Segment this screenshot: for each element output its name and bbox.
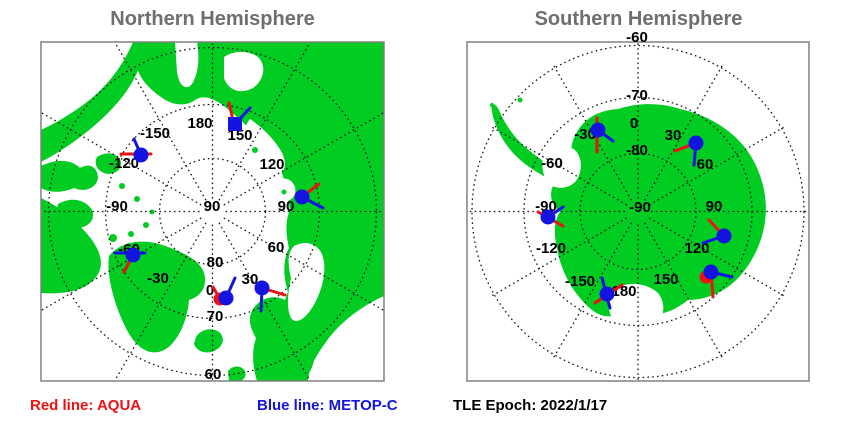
satellite-dot	[599, 286, 615, 302]
northern-land	[41, 42, 384, 381]
land-alaska	[41, 42, 141, 162]
sea-laptev	[244, 119, 285, 175]
northern-graticule	[41, 42, 384, 381]
graticule-label: -150	[140, 125, 170, 142]
graticule-label: -80	[626, 142, 648, 159]
graticule-label: 80	[207, 254, 224, 271]
meridian-line	[490, 125, 628, 206]
meridian-line	[643, 63, 724, 201]
graticule-label: -120	[536, 240, 566, 257]
land-british-isles	[228, 366, 246, 381]
satellite-dot	[125, 247, 141, 263]
graticule-label: 90	[706, 198, 723, 215]
satellite-dot	[254, 280, 270, 296]
northern-map: 1801501209060300-30-60-90-120-1509080706…	[40, 41, 385, 383]
latitude-circle	[47, 46, 378, 377]
northern-map-frame	[40, 41, 385, 382]
graticule-label: 90	[204, 198, 221, 215]
legend-metop-c: Blue line: METOP-C	[257, 397, 398, 414]
meridian-line	[648, 125, 786, 206]
graticule-label: 180	[187, 115, 212, 132]
legend-tle-epoch: TLE Epoch: 2022/1/17	[453, 397, 608, 414]
island-speck	[252, 147, 258, 153]
satellite-dot	[218, 290, 234, 306]
southern-map: 0306090120150180-150-120-90-60-30-90-80-…	[466, 29, 810, 382]
graticule-label: -60	[626, 29, 648, 46]
sea-east-siberian	[224, 51, 264, 92]
island-speck	[109, 234, 117, 242]
satellite-dot	[294, 189, 310, 205]
graticule-label: 90	[278, 198, 295, 215]
meridian-line	[643, 222, 724, 360]
graticule-label: 0	[206, 282, 214, 299]
graticule-label: -30	[574, 126, 596, 143]
satellite-dot	[716, 228, 732, 244]
satellite-dot	[540, 209, 556, 225]
island-speck	[128, 231, 134, 237]
graticule-label: -70	[626, 87, 648, 104]
graticule-label: 60	[697, 156, 714, 173]
graticule-label: -120	[109, 155, 139, 172]
latitude-circle	[471, 44, 805, 379]
satellite-dot	[133, 147, 149, 163]
sea-weddell	[542, 145, 581, 188]
island-speck	[134, 196, 140, 202]
land-greenland	[108, 241, 206, 353]
southern-hemisphere-title: Southern Hemisphere	[534, 8, 743, 30]
graticule-label: 60	[268, 239, 285, 256]
satellite-dot	[688, 135, 704, 151]
island-speck	[143, 222, 149, 228]
latitude-circle	[104, 103, 321, 320]
graticule-label: 150	[227, 127, 252, 144]
graticule-label: 60	[205, 366, 222, 383]
graticule-label: 150	[653, 271, 678, 288]
graticule-label: -60	[541, 155, 563, 172]
island-speck	[119, 183, 125, 189]
meridian-line	[552, 222, 633, 360]
sea-white-sea	[287, 242, 325, 322]
graticule-label: 120	[259, 156, 284, 173]
northern-satellite-markers	[113, 101, 325, 313]
sea-ross	[608, 283, 664, 334]
graticule-label: 30	[242, 271, 259, 288]
island-speck	[281, 189, 287, 195]
meridian-line	[552, 63, 633, 201]
satellite-dot	[590, 122, 606, 138]
satellite-dot	[228, 117, 242, 131]
graticule-label: -90	[629, 199, 651, 216]
island-speck	[517, 97, 523, 103]
land-arctic-islands	[41, 160, 98, 192]
southern-grid-labels: 0306090120150180-150-120-90-60-30-90-80-…	[535, 29, 722, 300]
graticule-label: 180	[611, 283, 636, 300]
meridian-line	[490, 217, 628, 298]
satellite-dot	[703, 264, 719, 280]
latitude-circle	[579, 152, 697, 271]
southern-map-frame	[466, 41, 810, 382]
land-arctic-islands	[57, 199, 94, 228]
land-canada	[41, 198, 101, 294]
graticule-label: 0	[630, 115, 638, 132]
meridian-line	[648, 217, 786, 298]
southern-graticule	[468, 42, 808, 381]
land-antarctica	[551, 104, 766, 317]
southern-land	[490, 97, 766, 334]
island-speck	[149, 209, 155, 215]
legend-aqua: Red line: AQUA	[30, 397, 142, 414]
sea-bering	[175, 42, 199, 88]
land-iceland	[194, 329, 223, 353]
northern-grid-labels: 1801501209060300-30-60-90-120-1509080706…	[106, 115, 294, 383]
land-eurasia	[135, 42, 384, 381]
graticule-label: -30	[147, 270, 169, 287]
graticule-label: 30	[665, 127, 682, 144]
southern-satellite-markers	[536, 116, 734, 310]
northern-hemisphere-title: Northern Hemisphere	[110, 8, 315, 30]
graticule-label: -150	[565, 273, 595, 290]
graticule-label: -90	[106, 198, 128, 215]
island-speck	[490, 103, 494, 107]
graticule-label: 70	[207, 308, 224, 325]
